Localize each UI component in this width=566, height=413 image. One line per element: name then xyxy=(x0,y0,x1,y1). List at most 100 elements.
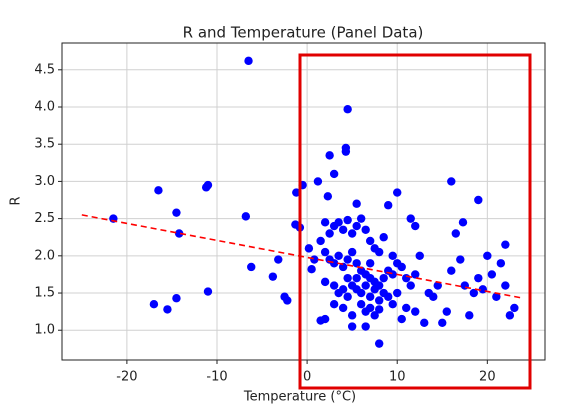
point xyxy=(474,195,483,205)
point xyxy=(487,270,497,279)
point xyxy=(304,244,314,253)
point xyxy=(388,299,397,309)
point xyxy=(501,281,510,290)
point xyxy=(329,281,339,290)
point xyxy=(374,305,384,314)
point xyxy=(356,299,366,309)
point xyxy=(483,251,492,261)
point xyxy=(388,270,397,279)
point xyxy=(343,215,352,225)
point xyxy=(402,273,411,283)
point xyxy=(458,218,468,227)
point xyxy=(356,214,366,223)
y-axis-label: R xyxy=(9,196,24,205)
point xyxy=(203,180,213,190)
plot-frame xyxy=(61,42,546,361)
point xyxy=(338,225,348,234)
point xyxy=(429,292,438,301)
point xyxy=(361,225,370,234)
point xyxy=(406,214,415,223)
point xyxy=(338,285,348,294)
point xyxy=(388,251,397,261)
point xyxy=(442,307,451,316)
point xyxy=(310,255,319,264)
y-tick-label: 3.0 xyxy=(34,174,55,189)
y-tick-label: 3.5 xyxy=(34,137,55,152)
point xyxy=(343,273,352,283)
point xyxy=(352,273,361,283)
point xyxy=(456,255,465,264)
highlight-box xyxy=(298,53,532,390)
point xyxy=(505,311,515,320)
point xyxy=(474,273,483,283)
point xyxy=(420,318,429,327)
point xyxy=(320,277,330,287)
x-tick-label: 0 xyxy=(303,370,311,385)
point xyxy=(365,292,375,301)
point xyxy=(343,105,352,114)
point xyxy=(334,218,343,227)
y-tick-label: 2.5 xyxy=(34,211,55,226)
point xyxy=(172,208,181,217)
point xyxy=(149,299,159,309)
point xyxy=(323,192,333,201)
point xyxy=(469,288,479,298)
y-tick-label: 1.0 xyxy=(34,323,55,338)
point xyxy=(433,281,442,290)
point xyxy=(406,281,415,290)
point xyxy=(329,169,339,179)
point xyxy=(510,303,519,313)
point xyxy=(374,296,384,305)
point xyxy=(397,314,406,324)
y-tick-label: 4.0 xyxy=(34,99,55,114)
point xyxy=(341,147,351,156)
point xyxy=(361,322,370,331)
point xyxy=(384,292,393,301)
point xyxy=(320,314,330,324)
x-axis-label: Temperature (°C) xyxy=(243,390,356,405)
point xyxy=(292,188,301,197)
point xyxy=(496,259,506,268)
point xyxy=(501,240,510,249)
y-tick-label: 1.5 xyxy=(34,286,55,301)
point xyxy=(411,307,420,316)
point xyxy=(320,247,330,257)
point xyxy=(338,303,348,313)
point xyxy=(241,212,251,221)
point xyxy=(274,255,283,264)
point xyxy=(397,262,406,272)
chart-title: R and Temperature (Panel Data) xyxy=(183,24,424,42)
point xyxy=(465,311,474,320)
point xyxy=(352,221,361,231)
trend-line xyxy=(81,214,524,300)
point xyxy=(283,296,292,305)
point xyxy=(343,255,352,264)
x-tick-label: 20 xyxy=(479,370,496,385)
point xyxy=(451,229,460,238)
point xyxy=(365,236,375,246)
point xyxy=(438,318,447,327)
point xyxy=(352,259,361,268)
point xyxy=(343,292,352,301)
point xyxy=(172,294,181,303)
point xyxy=(316,236,325,246)
point xyxy=(374,339,384,348)
point xyxy=(447,266,456,275)
point xyxy=(402,303,411,313)
point xyxy=(365,303,375,313)
point xyxy=(492,292,501,301)
point xyxy=(163,305,172,314)
point xyxy=(325,151,334,160)
point xyxy=(347,322,357,331)
point xyxy=(352,199,361,208)
point xyxy=(244,56,253,66)
point xyxy=(415,251,424,261)
point xyxy=(379,273,388,283)
point xyxy=(393,288,402,298)
point xyxy=(174,229,184,238)
y-tick-label: 4.5 xyxy=(34,62,55,77)
point xyxy=(338,262,348,272)
point xyxy=(347,311,357,320)
point xyxy=(247,262,256,272)
